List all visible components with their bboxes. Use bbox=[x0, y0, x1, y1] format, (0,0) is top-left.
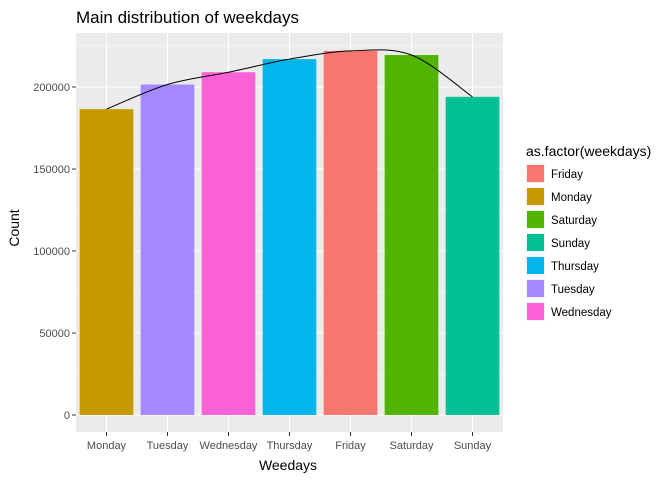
x-tick-label: Thursday bbox=[267, 440, 313, 452]
bar-friday bbox=[323, 50, 378, 416]
legend-swatch-monday bbox=[527, 188, 544, 205]
x-tick-label: Wednesday bbox=[200, 440, 258, 452]
legend-swatch-wednesday bbox=[527, 303, 544, 320]
legend-title: as.factor(weekdays) bbox=[526, 143, 651, 159]
legend-swatch-tuesday bbox=[527, 280, 544, 297]
legend-label-sunday: Sunday bbox=[551, 238, 590, 250]
legend-label-thursday: Thursday bbox=[551, 261, 599, 273]
bar-thursday bbox=[262, 59, 317, 416]
bars bbox=[79, 50, 500, 416]
trend-line-group bbox=[106, 49, 473, 110]
y-axis-title: Count bbox=[6, 209, 22, 246]
y-tick-label: 0 bbox=[64, 410, 70, 422]
bar-saturday bbox=[384, 55, 439, 416]
legend-label-friday: Friday bbox=[551, 169, 583, 181]
legend-swatch-saturday bbox=[527, 211, 544, 228]
legend-swatch-thursday bbox=[527, 257, 544, 274]
y-tick-label: 100000 bbox=[33, 246, 70, 258]
chart-title: Main distribution of weekdays bbox=[76, 8, 299, 27]
x-tick-label: Saturday bbox=[389, 440, 434, 452]
x-axis: Monday Tuesday Wednesday Thursday Friday Satu… bbox=[87, 432, 492, 452]
x-tick-label: Monday bbox=[87, 440, 127, 452]
y-tick-label: 150000 bbox=[33, 164, 70, 176]
bar-sunday bbox=[445, 96, 500, 415]
bar-wednesday bbox=[201, 72, 256, 416]
legend-label-monday: Monday bbox=[551, 192, 592, 204]
y-tick-label: 200000 bbox=[33, 82, 70, 94]
x-tick-label: Sunday bbox=[454, 440, 492, 452]
x-axis-title: Weedays bbox=[259, 457, 317, 473]
x-tick-label: Friday bbox=[335, 440, 366, 452]
legend-swatch-sunday bbox=[527, 234, 544, 251]
y-axis: 0 50000 100000 150000 200000 bbox=[33, 82, 76, 422]
y-tick-label: 50000 bbox=[39, 328, 70, 340]
bar-monday bbox=[79, 109, 134, 415]
trend-line bbox=[106, 49, 473, 110]
x-tick-label: Tuesday bbox=[147, 440, 189, 452]
legend: as.factor(weekdays) Friday Monday Saturday… bbox=[526, 143, 651, 321]
legend-label-saturday: Saturday bbox=[551, 215, 597, 227]
legend-label-wednesday: Wednesday bbox=[551, 307, 612, 319]
bar-tuesday bbox=[140, 84, 195, 415]
legend-swatch-friday bbox=[527, 165, 544, 182]
legend-label-tuesday: Tuesday bbox=[551, 284, 595, 296]
